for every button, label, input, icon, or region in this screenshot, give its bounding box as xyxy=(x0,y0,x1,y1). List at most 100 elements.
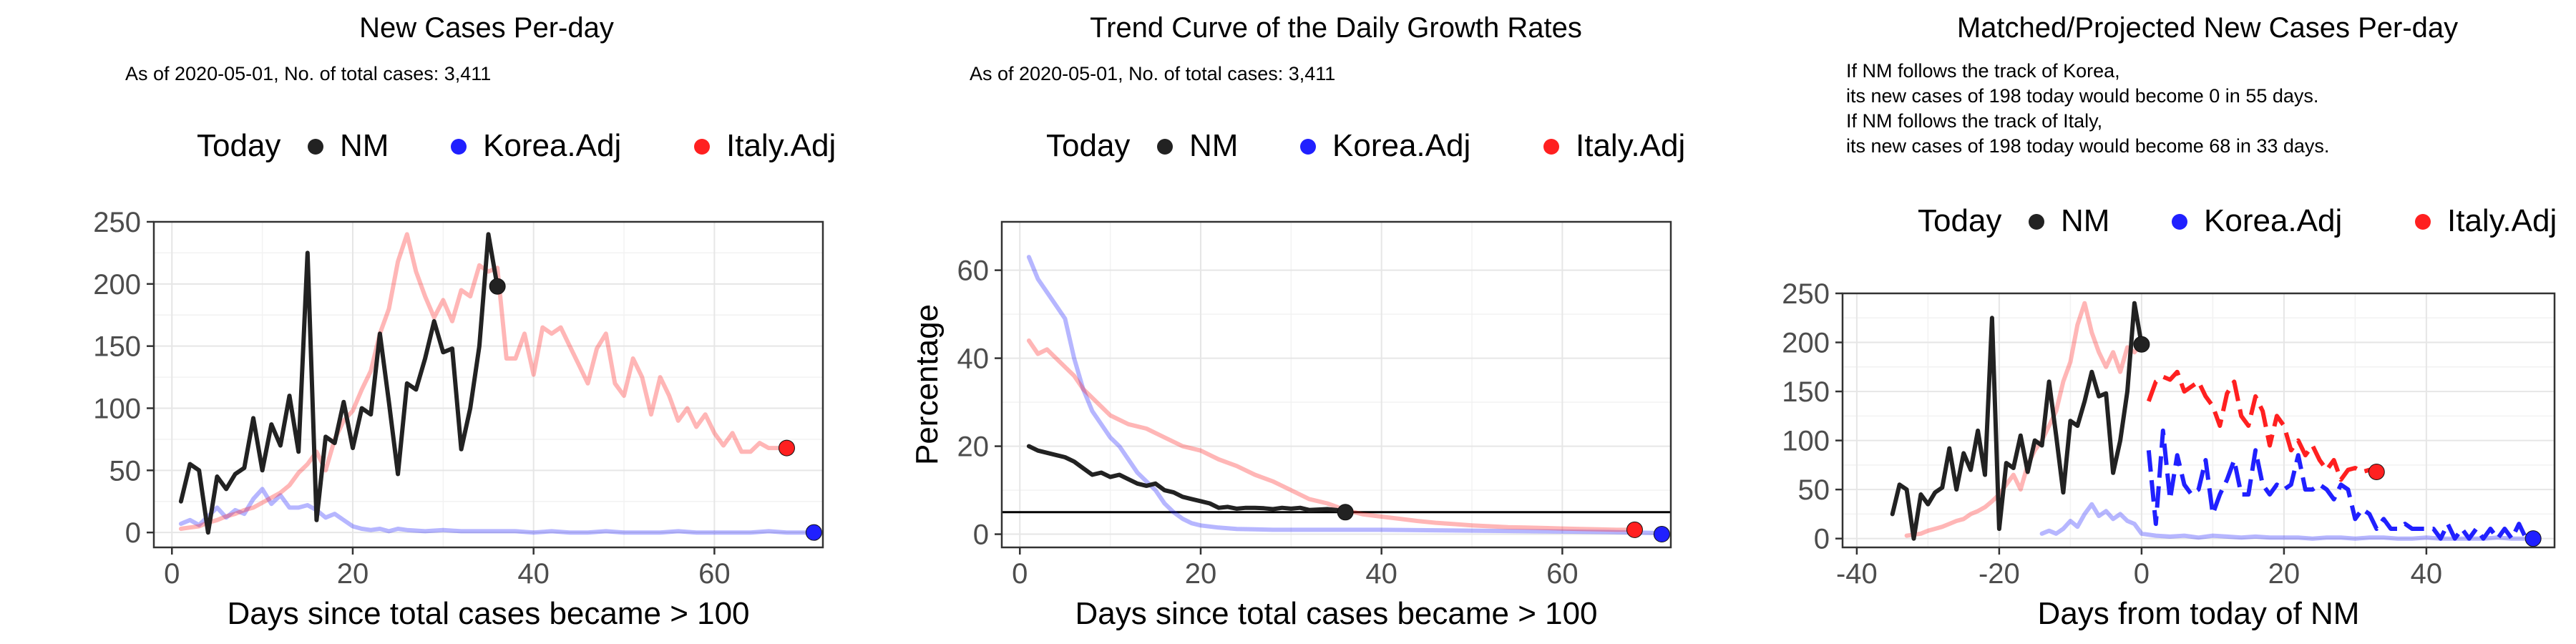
legend-key-korea-adj xyxy=(451,139,467,155)
plot-border xyxy=(1000,220,1672,549)
today-points xyxy=(2133,336,2542,547)
chart-panel-2: Trend Curve of the Daily Growth Rates As … xyxy=(909,12,1685,631)
chart-title: Trend Curve of the Daily Growth Rates xyxy=(1090,12,1582,44)
chart-subtitle: As of 2020-05-01, No. of total cases: 3,… xyxy=(125,63,491,84)
today-points xyxy=(489,278,822,541)
legend-label: Today xyxy=(1918,203,2001,238)
y-tick-label: 200 xyxy=(93,269,141,301)
y-tick-label: 50 xyxy=(1798,474,1830,506)
y-tick-label: 100 xyxy=(93,393,141,424)
today-point-italy xyxy=(778,439,795,457)
chart-title: Matched/Projected New Cases Per-day xyxy=(1957,12,2458,44)
y-tick-label: 50 xyxy=(109,455,142,487)
legend-label: Today xyxy=(1046,128,1130,163)
x-tick-label: 40 xyxy=(2411,558,2443,590)
legend-key-korea-adj xyxy=(2172,214,2187,230)
x-axis-label: Days since total cases became > 100 xyxy=(227,596,749,631)
legend: Today NM Korea.Adj Italy.Adj xyxy=(1046,128,1685,163)
x-tick-label: 20 xyxy=(337,558,369,590)
x-tick-label: 60 xyxy=(698,558,731,590)
y-axis-label: Percentage xyxy=(909,304,945,465)
series-line-nm-solid xyxy=(1890,301,2144,541)
legend: Today NM Korea.Adj Italy.Adj xyxy=(197,128,836,163)
today-point-italy xyxy=(2368,463,2385,480)
today-point-nm xyxy=(2133,336,2150,353)
legend-label: NM xyxy=(1189,128,1238,163)
legend-key-italy-adj xyxy=(2415,214,2431,230)
x-axis-label: Days from today of NM xyxy=(2038,596,2360,631)
legend-label: Korea.Adj xyxy=(483,128,621,163)
plot-border xyxy=(1841,292,2556,549)
series-line-korea-adj-faded xyxy=(1026,255,1664,537)
series-line-korea-adj-faded xyxy=(178,487,816,535)
plot-area xyxy=(1843,293,2555,547)
legend-label: NM xyxy=(340,128,389,163)
y-tick-label: 0 xyxy=(973,519,989,551)
today-point-korea xyxy=(805,524,822,541)
x-axis: 0 20 40 60 xyxy=(164,547,731,590)
legend-label: NM xyxy=(2061,203,2109,238)
y-tick-label: 100 xyxy=(1782,426,1830,457)
legend-key-nm xyxy=(1157,139,1173,155)
series-line-italy-adj-faded xyxy=(1026,338,1637,532)
x-tick-label: 60 xyxy=(1546,558,1579,590)
gridlines xyxy=(154,221,823,547)
x-axis-label: Days since total cases became > 100 xyxy=(1075,596,1597,631)
chart-subtitle: As of 2020-05-01, No. of total cases: 3,… xyxy=(970,63,1335,84)
series-line-nm-solid xyxy=(178,232,500,535)
series-line-italy-adj-faded xyxy=(1904,301,2144,538)
legend-key-nm xyxy=(2029,214,2044,230)
y-tick-label: 0 xyxy=(1814,524,1830,555)
y-tick-label: 20 xyxy=(957,431,990,463)
legend: Today NM Korea.Adj Italy.Adj xyxy=(1918,203,2557,238)
series-line-korea-adj-faded xyxy=(2039,502,2529,541)
legend-label: Italy.Adj xyxy=(2447,203,2557,238)
legend-key-italy-adj xyxy=(1543,139,1559,155)
gridlines xyxy=(1002,222,1671,547)
y-tick-label: 250 xyxy=(1782,278,1830,310)
today-points xyxy=(1337,504,1670,543)
series-line-italy-adj-dashed xyxy=(2146,369,2378,482)
y-tick-label: 150 xyxy=(1782,376,1830,408)
x-tick-label: 40 xyxy=(517,558,550,590)
y-axis: 0 20 40 60 xyxy=(957,255,1002,551)
plot-border xyxy=(152,220,824,549)
x-axis: 0 20 40 60 xyxy=(1012,547,1579,590)
chart-panel-3: Matched/Projected New Cases Per-day If NM… xyxy=(1782,12,2557,631)
chart-panel-1: New Cases Per-day As of 2020-05-01, No. o… xyxy=(93,12,836,631)
legend-label: Italy.Adj xyxy=(1576,128,1685,163)
y-tick-label: 0 xyxy=(125,517,141,549)
plot-area xyxy=(154,222,823,547)
x-tick-label: 20 xyxy=(1185,558,1217,590)
chart-title: New Cases Per-day xyxy=(359,12,614,44)
x-tick-label: 0 xyxy=(1012,558,1028,590)
chart-subtitle: If NM follows the track of Italy, xyxy=(1846,110,2102,132)
y-axis: 0 50 100 150 200 250 xyxy=(93,207,154,549)
x-tick-label: 0 xyxy=(2134,558,2150,590)
chart-subtitle: its new cases of 198 today would become … xyxy=(1846,85,2318,107)
legend-label: Italy.Adj xyxy=(726,128,836,163)
x-tick-label: 0 xyxy=(164,558,180,590)
x-tick-label: -40 xyxy=(1836,558,1878,590)
legend-label: Korea.Adj xyxy=(2204,203,2342,238)
y-tick-label: 60 xyxy=(957,255,990,287)
legend-key-nm xyxy=(308,139,323,155)
y-tick-label: 40 xyxy=(957,343,990,375)
series-line-nm-solid xyxy=(1026,444,1348,514)
today-point-korea xyxy=(1653,526,1670,543)
legend-key-korea-adj xyxy=(1300,139,1316,155)
today-point-nm xyxy=(489,278,506,295)
today-point-korea xyxy=(2524,530,2542,547)
chart-subtitle: its new cases of 198 today would become … xyxy=(1846,135,2329,157)
y-tick-label: 200 xyxy=(1782,328,1830,359)
legend-label: Today xyxy=(197,128,280,163)
y-tick-label: 250 xyxy=(93,207,141,238)
x-tick-label: 20 xyxy=(2268,558,2301,590)
legend-label: Korea.Adj xyxy=(1332,128,1470,163)
x-axis: -40 -20 0 20 40 xyxy=(1836,547,2442,590)
today-point-nm xyxy=(1337,504,1354,521)
plot-area xyxy=(1002,222,1671,547)
x-tick-label: -20 xyxy=(1979,558,2020,590)
chart-subtitle: If NM follows the track of Korea, xyxy=(1846,60,2120,82)
